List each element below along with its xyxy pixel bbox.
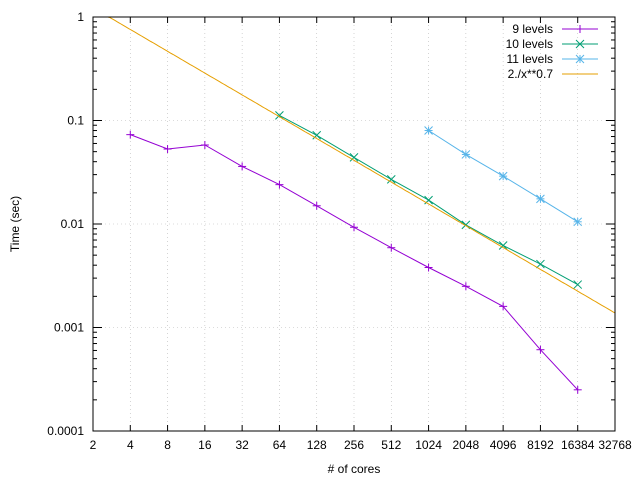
y-tick-label: 0.001 (54, 321, 84, 335)
y-tick-label: 0.0001 (47, 424, 84, 438)
data-point (461, 150, 471, 159)
x-tick-label: 2 (90, 438, 97, 452)
legend-label: 11 levels (507, 52, 553, 66)
x-tick-label: 256 (344, 438, 364, 452)
legend-label: 9 levels (512, 22, 553, 36)
data-point (126, 130, 135, 139)
y-axis-label: Time (sec) (8, 196, 22, 252)
y-tick-label: 0.1 (67, 114, 84, 128)
data-point (238, 162, 247, 171)
legend-label: 10 levels (506, 37, 553, 51)
data-point (200, 140, 209, 149)
series-2-x-0-7 (93, 16, 616, 314)
x-tick-label: 2048 (453, 438, 480, 452)
data-point (424, 263, 433, 272)
x-tick-label: 1024 (415, 438, 442, 452)
data-point (536, 345, 545, 354)
x-tick-label: 32768 (598, 438, 632, 452)
data-point (163, 145, 172, 154)
legend-marker (575, 54, 585, 64)
legend-marker (575, 39, 585, 49)
data-point (536, 259, 545, 269)
y-tick-label: 0.01 (61, 217, 85, 231)
data-point (312, 130, 322, 140)
data-point (498, 171, 508, 181)
data-point (275, 180, 284, 189)
data-point (387, 243, 396, 252)
series-11-levels (424, 126, 583, 227)
data-point (386, 175, 396, 184)
series-line-2-x-0-7 (93, 16, 616, 314)
x-tick-label: 4096 (490, 438, 517, 452)
legend-entry-2-x-0-7: 2./x**0.7 (508, 67, 598, 81)
x-tick-label: 128 (307, 438, 327, 452)
legend-marker (576, 25, 584, 33)
data-point (573, 217, 583, 227)
series-9-levels (126, 130, 582, 394)
data-point (573, 385, 582, 394)
data-point (349, 153, 359, 162)
x-tick-label: 32 (235, 438, 249, 452)
data-point (573, 280, 583, 289)
x-tick-label: 8192 (527, 438, 554, 452)
series-layer (93, 16, 616, 394)
x-tick-label: 4 (127, 438, 134, 452)
x-axis-label: # of cores (328, 462, 381, 476)
x-tick-label: 64 (273, 438, 287, 452)
data-point (536, 194, 545, 204)
data-point (498, 241, 508, 250)
x-tick-label: 8 (164, 438, 171, 452)
axis-ticks: 2 4 8 16 32 64 128 256 512 1024 2048 4096 8192 16384 3… (47, 10, 632, 452)
data-point (424, 126, 433, 135)
series-line-9-levels (130, 134, 579, 391)
x-tick-label: 512 (381, 438, 401, 452)
legend-entry-9-levels: 9 levels (512, 22, 598, 36)
y-tick-label: 1 (77, 10, 84, 24)
legend-label: 2./x**0.7 (508, 67, 554, 81)
data-point (499, 302, 508, 311)
legend-entry-11-levels: 11 levels (507, 52, 598, 66)
data-point (461, 282, 470, 291)
x-tick-label: 16 (198, 438, 212, 452)
x-tick-label: 16384 (561, 438, 595, 452)
data-point (312, 201, 321, 210)
data-point (350, 223, 358, 232)
legend-entry-10-levels: 10 levels (506, 37, 598, 51)
